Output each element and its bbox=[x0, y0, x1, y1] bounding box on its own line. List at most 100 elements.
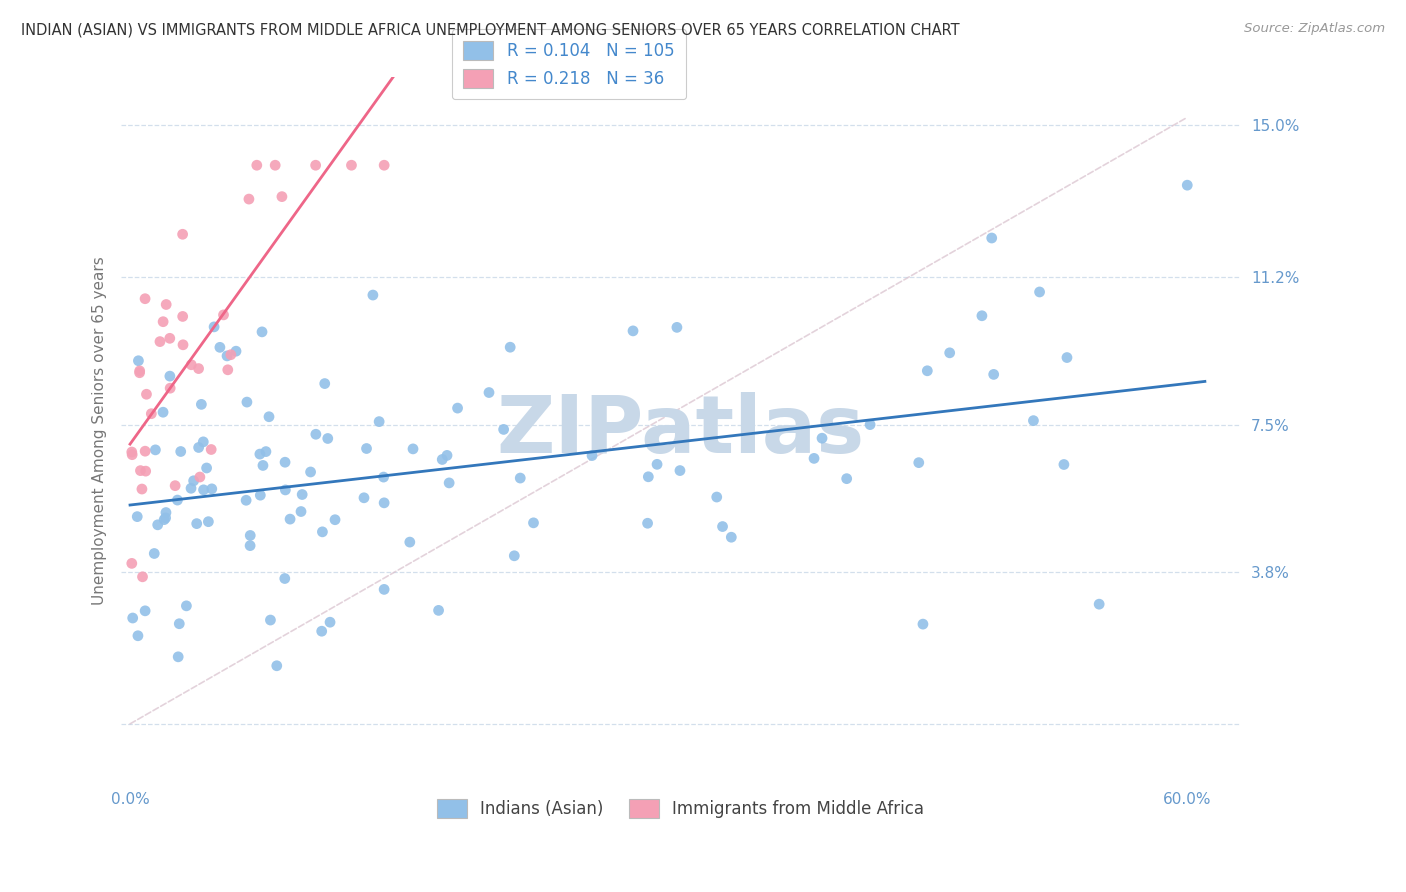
Point bbox=[257, 409, 280, 424]
Point bbox=[274, 455, 297, 469]
Point bbox=[134, 292, 156, 306]
Point bbox=[299, 465, 322, 479]
Point bbox=[311, 624, 333, 639]
Point bbox=[437, 475, 460, 490]
Point bbox=[159, 381, 181, 395]
Point bbox=[311, 524, 333, 539]
Point bbox=[859, 417, 882, 432]
Point bbox=[305, 427, 328, 442]
Point bbox=[153, 513, 176, 527]
Point bbox=[212, 308, 235, 322]
Point bbox=[645, 458, 668, 472]
Point bbox=[478, 385, 501, 400]
Point bbox=[811, 431, 834, 445]
Point bbox=[581, 449, 603, 463]
Point bbox=[249, 447, 271, 461]
Text: ZIPatlas: ZIPatlas bbox=[496, 392, 865, 469]
Point bbox=[187, 361, 209, 376]
Point bbox=[159, 331, 181, 345]
Point bbox=[239, 528, 262, 542]
Point bbox=[274, 572, 297, 586]
Point bbox=[917, 364, 939, 378]
Point bbox=[492, 422, 515, 436]
Point bbox=[254, 444, 277, 458]
Point bbox=[980, 231, 1002, 245]
Point bbox=[145, 442, 167, 457]
Text: INDIAN (ASIAN) VS IMMIGRANTS FROM MIDDLE AFRICA UNEMPLOYMENT AMONG SENIORS OVER : INDIAN (ASIAN) VS IMMIGRANTS FROM MIDDLE… bbox=[21, 22, 960, 37]
Point bbox=[983, 368, 1005, 382]
Point bbox=[637, 516, 659, 531]
Point bbox=[172, 338, 194, 352]
Point bbox=[134, 444, 156, 458]
Point bbox=[970, 309, 993, 323]
Point bbox=[176, 599, 198, 613]
Point bbox=[195, 461, 218, 475]
Point bbox=[373, 582, 395, 597]
Point bbox=[219, 348, 242, 362]
Point bbox=[264, 158, 287, 172]
Point bbox=[131, 482, 153, 496]
Point bbox=[316, 432, 339, 446]
Point bbox=[225, 344, 247, 359]
Point bbox=[637, 470, 659, 484]
Point bbox=[402, 442, 425, 456]
Point bbox=[127, 353, 149, 368]
Point bbox=[720, 530, 742, 544]
Point bbox=[155, 506, 177, 520]
Point bbox=[190, 397, 212, 411]
Point bbox=[172, 310, 194, 324]
Point bbox=[398, 535, 420, 549]
Point bbox=[165, 478, 187, 492]
Point bbox=[180, 481, 202, 495]
Point bbox=[183, 474, 205, 488]
Point bbox=[127, 509, 149, 524]
Point bbox=[186, 516, 208, 531]
Point bbox=[304, 158, 326, 172]
Point bbox=[235, 493, 257, 508]
Point bbox=[217, 363, 239, 377]
Point bbox=[201, 482, 224, 496]
Point bbox=[143, 547, 166, 561]
Point bbox=[1056, 351, 1078, 365]
Point bbox=[121, 445, 143, 459]
Point bbox=[250, 325, 273, 339]
Point bbox=[911, 617, 934, 632]
Point bbox=[197, 515, 219, 529]
Point bbox=[208, 340, 231, 354]
Point bbox=[436, 449, 458, 463]
Point bbox=[135, 464, 157, 478]
Point bbox=[706, 490, 728, 504]
Point bbox=[152, 315, 174, 329]
Point bbox=[134, 604, 156, 618]
Point bbox=[155, 511, 177, 525]
Point bbox=[252, 458, 274, 473]
Point bbox=[522, 516, 544, 530]
Point bbox=[1028, 285, 1050, 299]
Point bbox=[353, 491, 375, 505]
Point bbox=[259, 613, 281, 627]
Point bbox=[193, 483, 215, 497]
Point bbox=[239, 539, 262, 553]
Point bbox=[278, 512, 301, 526]
Point bbox=[314, 376, 336, 391]
Point bbox=[803, 451, 825, 466]
Point bbox=[127, 629, 149, 643]
Point bbox=[170, 444, 193, 458]
Point bbox=[271, 189, 294, 203]
Point bbox=[246, 158, 269, 172]
Point bbox=[166, 493, 188, 508]
Legend: Indians (Asian), Immigrants from Middle Africa: Indians (Asian), Immigrants from Middle … bbox=[430, 792, 931, 825]
Point bbox=[499, 340, 522, 354]
Point bbox=[509, 471, 531, 485]
Point bbox=[835, 472, 858, 486]
Point bbox=[215, 349, 238, 363]
Point bbox=[323, 513, 346, 527]
Point bbox=[291, 487, 314, 501]
Point bbox=[373, 158, 395, 172]
Point bbox=[121, 448, 143, 462]
Point bbox=[427, 603, 450, 617]
Point bbox=[621, 324, 644, 338]
Point bbox=[159, 369, 181, 384]
Point bbox=[938, 346, 960, 360]
Point bbox=[146, 517, 169, 532]
